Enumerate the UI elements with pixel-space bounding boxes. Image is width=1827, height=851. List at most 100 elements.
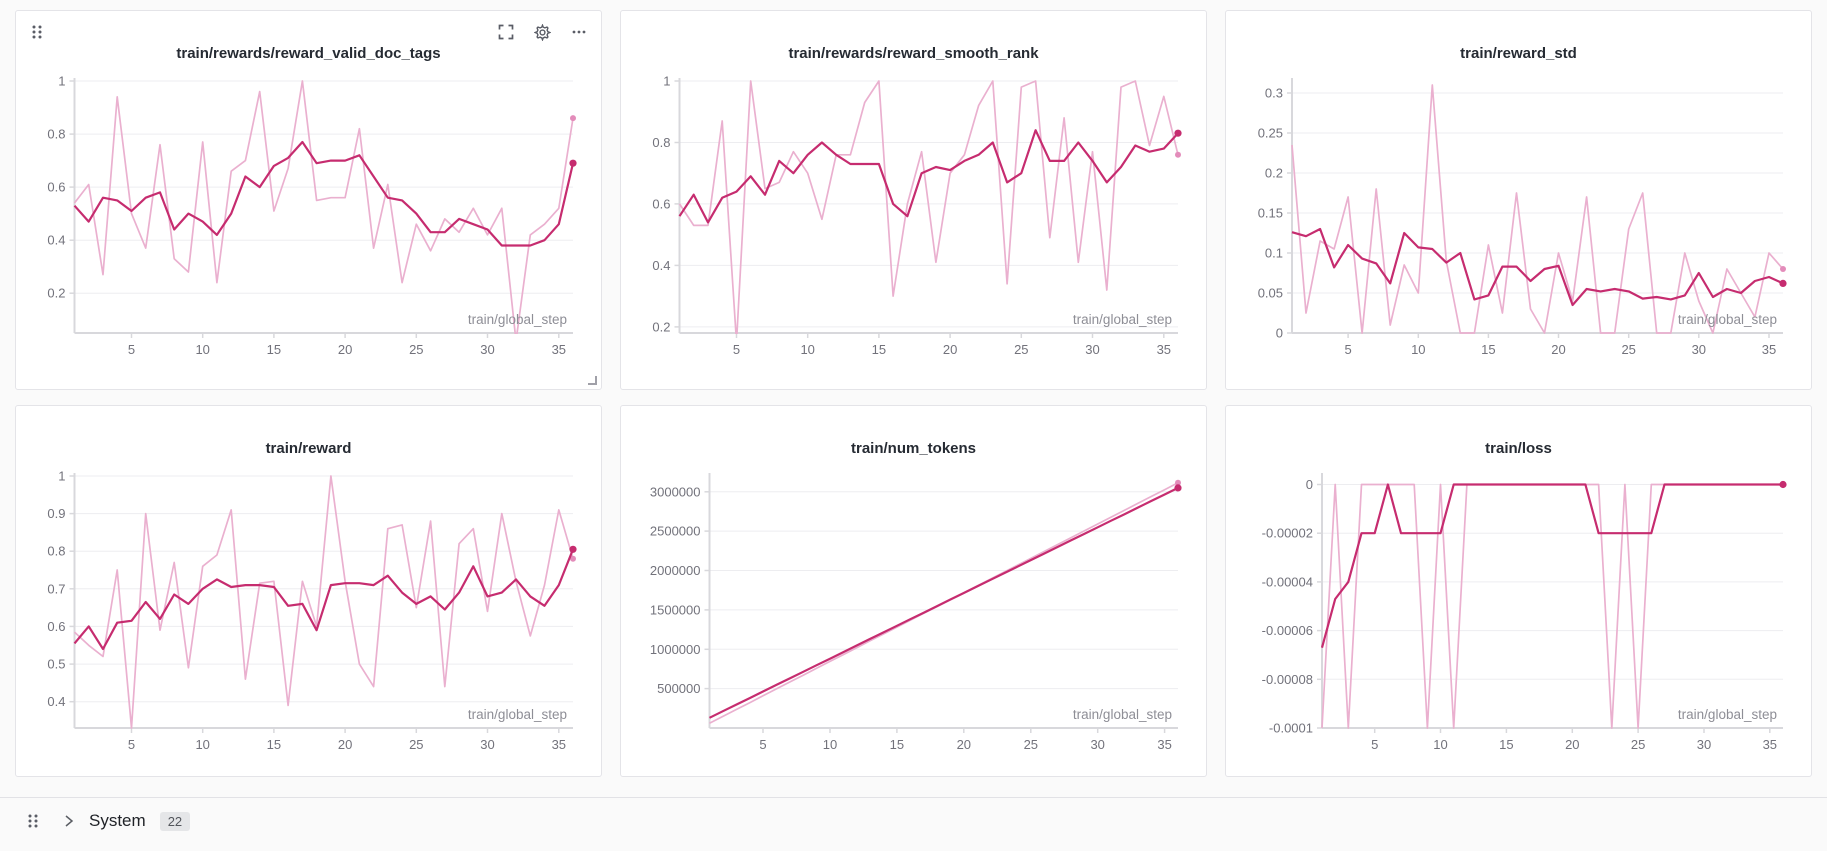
- smoothed-series-line: [1321, 483, 1783, 648]
- x-tick-label: 5: [1344, 342, 1351, 357]
- y-tick-label: 0: [1276, 326, 1283, 341]
- system-section-toggle[interactable]: System 22: [62, 811, 191, 831]
- x-tick-label: 10: [195, 737, 209, 752]
- y-tick-label: 0.15: [1258, 206, 1283, 221]
- y-tick-label: 0.4: [47, 233, 65, 248]
- y-tick-label: 1: [58, 470, 65, 484]
- raw-series-line: [1291, 84, 1784, 334]
- x-tick-label: 25: [1631, 737, 1645, 752]
- x-tick-label: 5: [128, 737, 135, 752]
- y-tick-label: 1000000: [650, 642, 701, 657]
- gear-icon[interactable]: [534, 23, 551, 41]
- y-tick-label: 0.25: [1258, 126, 1283, 141]
- y-tick-label: 2500000: [650, 524, 701, 539]
- chart-title: train/loss: [1485, 440, 1552, 457]
- raw-end-dot: [570, 115, 576, 122]
- charts-grid: train/rewards/reward_valid_doc_tags 1 0.8…: [15, 10, 1812, 777]
- smoothed-end-dot: [569, 545, 577, 553]
- plot-area: 1 0.8 0.6 0.4 0.2 5 10 15 20 25 30 35 train/global_…: [633, 75, 1194, 367]
- x-tick-label: 20: [957, 737, 971, 752]
- x-tick-label: 15: [267, 737, 281, 752]
- drag-handle-icon[interactable]: [30, 23, 44, 41]
- x-tick-label: 30: [1692, 342, 1706, 357]
- x-tick-label: 35: [552, 737, 566, 752]
- smoothed-series-line: [73, 140, 575, 247]
- x-tick-label: 30: [480, 342, 494, 357]
- y-tick-label: 0.5: [47, 657, 65, 672]
- smoothed-series-line: [1291, 227, 1784, 307]
- x-tick-label: 20: [338, 737, 352, 752]
- drag-handle-icon[interactable]: [26, 812, 40, 830]
- chart-title: train/num_tokens: [850, 440, 977, 457]
- chart-panel-reward-std: train/reward_std 0.3 0.25 0.2 0.15 0.1 0.05 0 5…: [1225, 10, 1812, 390]
- panel-toolbar: [30, 23, 587, 41]
- x-tick-label: 25: [1024, 737, 1038, 752]
- y-tick-label: 0.2: [47, 286, 65, 301]
- y-tick-label: 1500000: [650, 602, 701, 617]
- line-chart[interactable]: 0.3 0.25 0.2 0.15 0.1 0.05 0 5 10 15 20 25 30 35: [1238, 75, 1799, 367]
- y-tick-label: 0: [1306, 477, 1313, 492]
- chart-title: train/reward: [265, 440, 352, 457]
- y-tick-label: 0.6: [47, 619, 65, 634]
- x-tick-label: 5: [759, 737, 766, 752]
- x-tick-label: 10: [800, 342, 814, 357]
- line-chart[interactable]: 3000000 2500000 2000000 1500000 1000000 50000…: [633, 470, 1194, 762]
- x-tick-label: 35: [1762, 342, 1776, 357]
- x-tick-label: 35: [1157, 737, 1171, 752]
- plot-area: 0.3 0.25 0.2 0.15 0.1 0.05 0 5 10 15 20 25 30 35 trai…: [1238, 75, 1799, 367]
- x-tick-label: 20: [1565, 737, 1579, 752]
- y-tick-label: -0.00004: [1262, 574, 1313, 589]
- x-tick-label: 30: [1090, 737, 1104, 752]
- line-chart[interactable]: 1 0.8 0.6 0.4 0.2 5 10 15 20 25 30 35: [28, 75, 589, 367]
- raw-end-dot: [1780, 266, 1786, 272]
- x-tick-label: 10: [1411, 342, 1425, 357]
- x-tick-label: 25: [409, 342, 423, 357]
- x-tick-label: 10: [823, 737, 837, 752]
- x-tick-label: 10: [1433, 737, 1447, 752]
- smoothed-series-line: [73, 548, 575, 651]
- chart-title: train/rewards/reward_valid_doc_tags: [176, 45, 441, 62]
- plot-area: 1 0.8 0.6 0.4 0.2 5 10 15 20 25 30 35 train/global_…: [28, 75, 589, 367]
- line-chart[interactable]: 0 -0.00002 -0.00004 -0.00006 -0.00008 -0.0001…: [1238, 470, 1799, 762]
- y-tick-label: 0.8: [47, 127, 65, 142]
- y-tick-label: 0.9: [47, 506, 65, 521]
- chart-title: train/rewards/reward_smooth_rank: [788, 45, 1039, 62]
- y-tick-label: -0.00002: [1262, 526, 1313, 541]
- raw-series-line: [678, 80, 1179, 334]
- resize-handle[interactable]: [588, 376, 597, 385]
- x-tick-label: 15: [872, 342, 886, 357]
- x-tick-label: 25: [409, 737, 423, 752]
- fullscreen-icon[interactable]: [498, 23, 514, 41]
- x-tick-label: 25: [1014, 342, 1028, 357]
- x-tick-label: 5: [128, 342, 135, 357]
- line-chart[interactable]: 1 0.8 0.6 0.4 0.2 5 10 15 20 25 30 35: [633, 75, 1194, 367]
- chevron-right-icon: [62, 812, 75, 830]
- y-tick-label: 3000000: [650, 484, 701, 499]
- y-tick-label: -0.00008: [1262, 672, 1313, 687]
- line-chart[interactable]: 1 0.9 0.8 0.7 0.6 0.5 0.4 5 10 15 20 25 30 35: [28, 470, 589, 762]
- y-tick-label: -0.0001: [1269, 721, 1313, 736]
- y-tick-label: -0.00006: [1262, 623, 1313, 638]
- y-tick-label: 0.4: [47, 694, 65, 709]
- y-tick-label: 500000: [657, 681, 700, 696]
- y-tick-label: 2000000: [650, 563, 701, 578]
- smoothed-series-line: [678, 129, 1179, 224]
- y-tick-label: 0.6: [652, 196, 670, 211]
- x-tick-label: 20: [1551, 342, 1565, 357]
- y-tick-label: 0.3: [1265, 86, 1283, 101]
- chart-panel-loss: train/loss 0 -0.00002 -0.00004 -0.00006 -0.0…: [1225, 405, 1812, 777]
- x-tick-label: 30: [1697, 737, 1711, 752]
- x-tick-label: 15: [890, 737, 904, 752]
- raw-series-line: [1321, 483, 1783, 729]
- smoothed-end-dot: [1779, 480, 1787, 489]
- x-tick-label: 5: [1371, 737, 1378, 752]
- y-tick-label: 0.05: [1258, 286, 1283, 301]
- y-tick-label: 0.7: [47, 581, 65, 596]
- raw-end-dot: [570, 555, 576, 562]
- x-tick-label: 30: [480, 737, 494, 752]
- overflow-menu-icon[interactable]: [571, 23, 587, 41]
- x-tick-label: 15: [1499, 737, 1513, 752]
- smoothed-end-dot: [1174, 129, 1182, 137]
- y-tick-label: 0.6: [47, 180, 65, 195]
- plot-area: 1 0.9 0.8 0.7 0.6 0.5 0.4 5 10 15 20 25 30 35 train/g…: [28, 470, 589, 762]
